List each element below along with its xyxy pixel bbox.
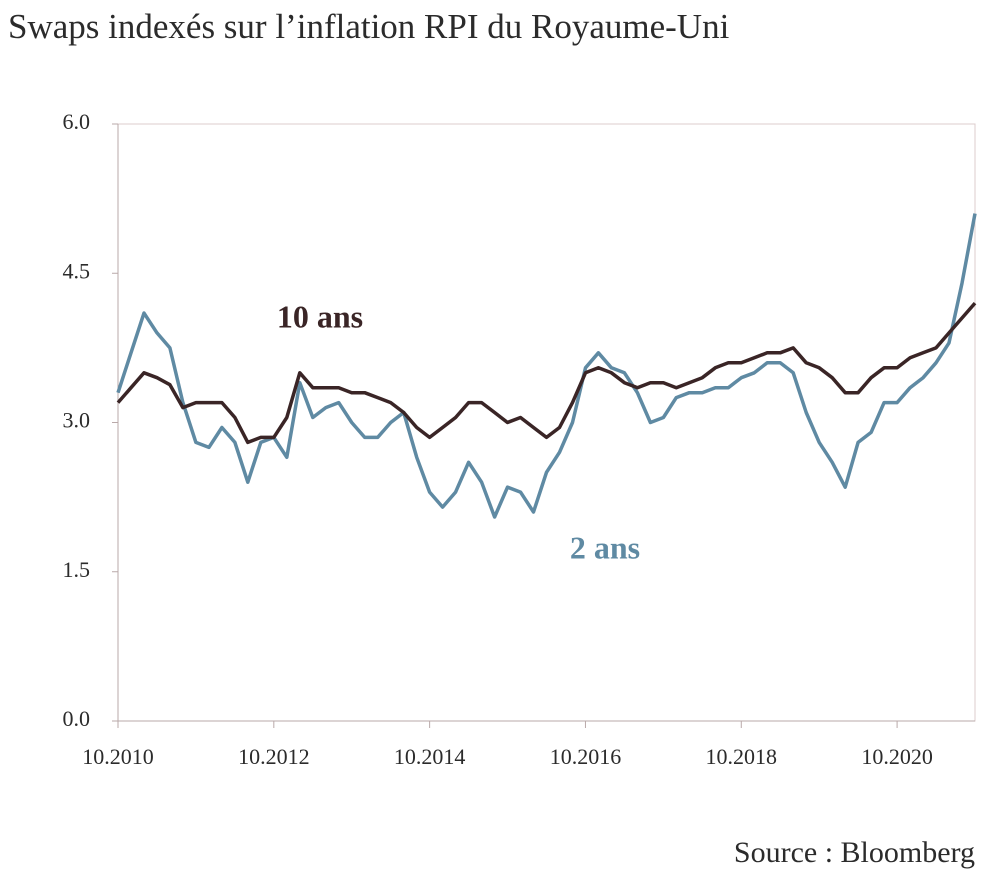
source: Source : Bloomberg [734,836,975,869]
x-tick-label: 10.2020 [861,744,933,769]
x-tick-label: 10.2018 [706,744,778,769]
y-tick-label: 6.0 [63,109,91,134]
x-tick-label: 10.2016 [550,744,622,769]
x-tick-label: 10.2014 [394,744,466,769]
plot-frame [117,123,976,722]
x-tick-label: 10.2012 [238,744,310,769]
x-tick-label: 10.2010 [82,744,154,769]
series-label: 10 ans [277,298,363,334]
series-line [116,301,977,445]
series-line [116,213,977,519]
chart-title: Swaps indexés sur l’inflation RPI du Roy… [8,7,730,46]
y-tick-label: 3.0 [63,408,91,433]
y-tick-label: 0.0 [63,706,91,731]
series-label: 2 ans [570,529,640,565]
y-tick-label: 1.5 [63,557,91,582]
y-tick-label: 4.5 [63,258,91,283]
